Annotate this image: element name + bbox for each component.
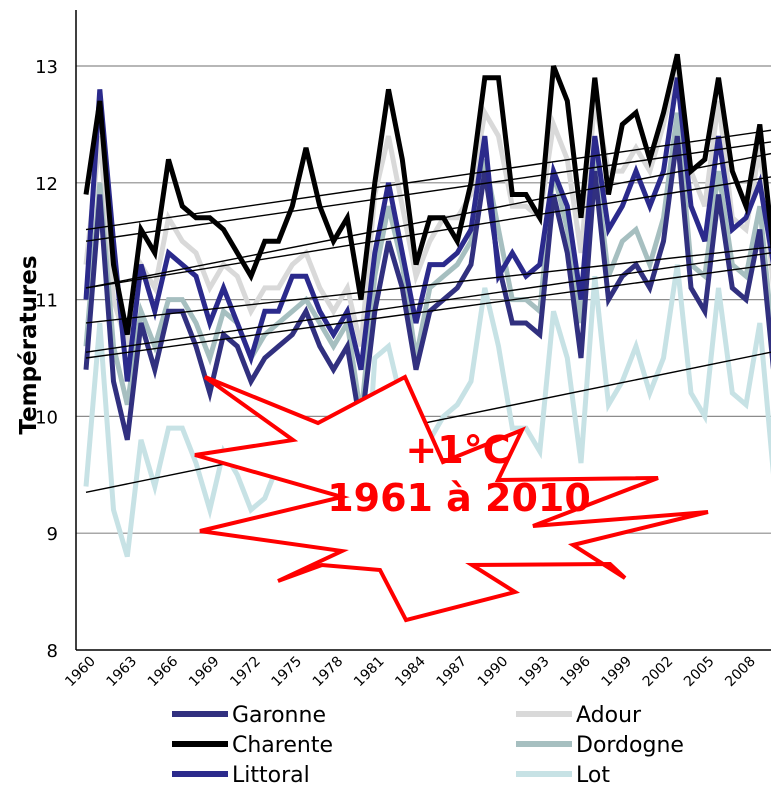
series-line-charente xyxy=(83,53,771,336)
legend-item-dordogne: Dordogne xyxy=(516,733,684,758)
series-line-littoral xyxy=(83,77,771,382)
y-tick-label-10: 10 xyxy=(35,407,58,428)
trend-line-7 xyxy=(85,263,771,359)
legend-label-charente: Charente xyxy=(232,733,333,758)
x-tick-label-1963: 1963 xyxy=(104,654,141,691)
x-tick-label-1960: 1960 xyxy=(62,654,99,691)
trend-lines xyxy=(85,129,771,494)
y-tick-labels: 8 9 10 11 12 13 xyxy=(35,57,58,662)
y-tick-label-11: 11 xyxy=(35,291,58,312)
legend-item-lot: Lot xyxy=(516,763,610,788)
legend-label-garonne: Garonne xyxy=(232,703,326,728)
legend: Garonne Adour Charente Dordogne Littoral Lot xyxy=(172,703,684,788)
trend-line-8 xyxy=(85,351,771,494)
trend-line-3 xyxy=(85,152,771,289)
x-tick-label-1969: 1969 xyxy=(186,654,223,691)
burst-text-line1: +1°C xyxy=(405,428,510,472)
x-tick-label-1981: 1981 xyxy=(351,654,388,691)
x-tick-label-2005: 2005 xyxy=(681,654,718,691)
x-tick-label-1975: 1975 xyxy=(269,654,306,691)
legend-item-littoral: Littoral xyxy=(172,763,310,788)
x-tick-label-1978: 1978 xyxy=(310,654,347,691)
trend-line-2 xyxy=(85,141,771,242)
legend-label-dordogne: Dordogne xyxy=(576,733,684,758)
x-tick-label-1993: 1993 xyxy=(516,654,553,691)
legend-label-lot: Lot xyxy=(576,763,610,788)
x-tick-label-1990: 1990 xyxy=(475,654,512,691)
y-tick-label-9: 9 xyxy=(47,524,58,545)
series-line-adour xyxy=(83,65,771,348)
legend-item-garonne: Garonne xyxy=(172,703,326,728)
legend-label-littoral: Littoral xyxy=(232,763,310,788)
legend-label-adour: Adour xyxy=(576,703,642,728)
y-axis-title: Températures xyxy=(16,255,42,434)
burst-star-shape xyxy=(194,374,709,623)
trend-line-4 xyxy=(85,176,771,289)
x-tick-label-1987: 1987 xyxy=(434,654,471,691)
x-tick-label-2008: 2008 xyxy=(722,654,759,691)
trend-line-6 xyxy=(85,252,771,353)
legend-item-charente: Charente xyxy=(172,733,333,758)
x-tick-labels: 1960 1963 1966 1969 1972 1975 1978 1981 1984 1987… xyxy=(62,653,759,690)
legend-item-adour: Adour xyxy=(516,703,642,728)
trend-line-5 xyxy=(85,246,771,324)
x-tick-label-1972: 1972 xyxy=(227,654,264,691)
x-tick-label-1984: 1984 xyxy=(392,653,429,690)
x-tick-label-1999: 1999 xyxy=(599,654,636,691)
y-tick-label-8: 8 xyxy=(47,641,58,662)
annotation-burst: +1°C 1961 à 2010 xyxy=(194,374,709,623)
x-tick-label-1966: 1966 xyxy=(145,653,182,690)
y-tick-label-13: 13 xyxy=(35,57,58,78)
trend-line-1 xyxy=(85,129,771,231)
series-line-dordogne xyxy=(83,112,771,417)
x-tick-label-1996: 1996 xyxy=(557,653,594,690)
axes xyxy=(75,10,771,651)
y-tick-label-12: 12 xyxy=(35,174,58,195)
x-tick-label-2002: 2002 xyxy=(640,654,677,691)
burst-text-line2: 1961 à 2010 xyxy=(327,476,591,520)
